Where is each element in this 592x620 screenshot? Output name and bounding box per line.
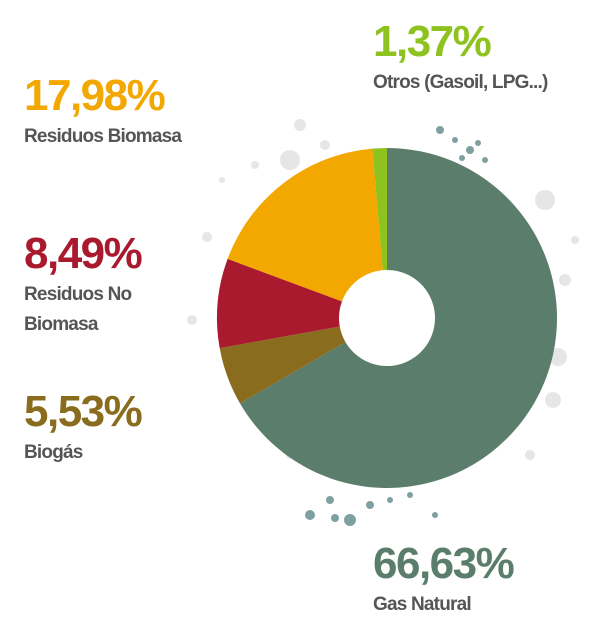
category-label: Otros (Gasoil, LPG...) [373,72,548,93]
decorative-dots [187,119,579,460]
slice [219,326,346,404]
value-label: 66,63% [373,539,515,588]
slice-label: 5,53% Biogás [24,386,143,468]
category-label: Residuos Biomasa [24,126,182,147]
category-label: Gas Natural [373,594,472,615]
slice [372,148,387,271]
value-label: 8,49% [24,229,143,278]
category-label: Biogás [24,442,83,463]
slice-label: 17,98% Residuos Biomasa [24,70,182,152]
decorative-dots [305,126,488,526]
slice [217,258,342,349]
slice [227,148,383,302]
slice-label: 1,37% Otros (Gasoil, LPG...) [373,16,548,98]
value-label: 1,37% [373,17,492,66]
category-label: Residuos No Biomasa [24,284,132,335]
slice-label: 8,49% Residuos No Biomasa [24,228,154,340]
value-label: 5,53% [24,387,143,436]
slice [239,148,557,489]
slice-label: 66,63% Gas Natural [373,538,515,620]
value-label: 17,98% [24,71,166,120]
